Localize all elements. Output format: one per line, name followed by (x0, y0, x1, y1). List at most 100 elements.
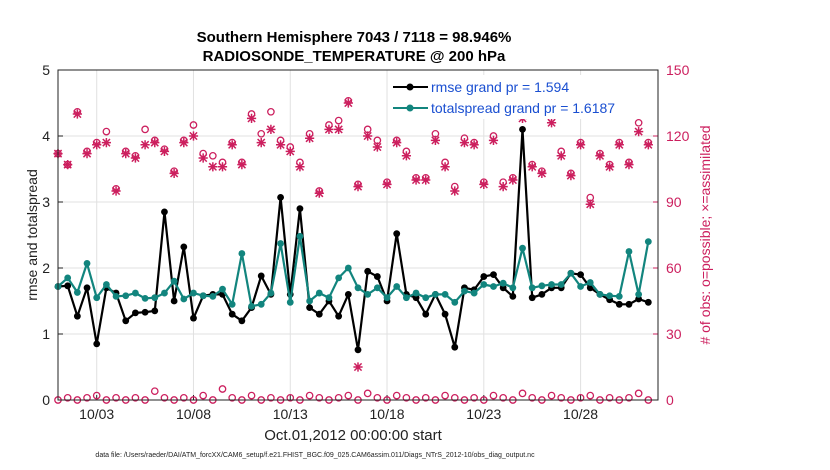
obs-assimilated-marker (440, 162, 450, 172)
y-right-tick-label: 90 (666, 194, 682, 210)
rmse-point (528, 294, 536, 302)
chart-subtitle: RADIOSONDE_TEMPERATURE @ 200 hPa (203, 48, 506, 65)
obs-assimilated-marker (566, 171, 576, 181)
totalspread-point (586, 279, 594, 286)
totalspread-point (315, 289, 323, 297)
obs-possible-marker (141, 125, 149, 134)
rmse-point (615, 300, 623, 308)
obs-assimilated-marker (643, 140, 653, 150)
obs-assimilated-marker (150, 138, 160, 148)
totalspread-point (635, 291, 643, 298)
totalspread-point (122, 292, 130, 300)
chart-title: Southern Hemisphere 7043 / 7118 = 98.946… (197, 29, 512, 46)
obs-possible-marker (528, 393, 537, 402)
left-axis: 0 1 2 3 4 5 (42, 62, 63, 408)
rmse-point (306, 304, 314, 311)
obs-possible-marker (83, 393, 91, 402)
obs-possible-marker (634, 118, 643, 127)
y-right-tick-label: 120 (666, 128, 690, 144)
obs-assimilated-marker (140, 140, 150, 150)
rmse-point (625, 300, 633, 308)
totalspread-point (567, 269, 575, 277)
totalspread-point (170, 277, 178, 285)
obs-possible-marker (199, 391, 208, 400)
obs-possible-marker (547, 391, 556, 400)
y-tick-label: 3 (42, 194, 50, 210)
totalspread-point (402, 294, 410, 302)
obs-possible-marker (373, 393, 382, 402)
totalspread-point (441, 291, 449, 298)
legend-box (388, 75, 654, 119)
obs-possible-marker (489, 391, 498, 400)
totalspread-point (422, 294, 430, 302)
obs-assimilated-marker (324, 124, 334, 134)
obs-assimilated-marker (392, 138, 402, 148)
obs-assimilated-marker (227, 140, 237, 150)
totalspread-point (83, 259, 91, 267)
x-tick-label: 10/28 (563, 406, 598, 422)
obs-assimilated-marker (527, 162, 537, 172)
obs-assimilated-marker (159, 146, 170, 156)
rmse-point (180, 243, 188, 251)
totalspread-point (141, 294, 149, 302)
totalspread-point (219, 285, 226, 293)
totalspread-point (373, 284, 381, 292)
rmse-point (73, 312, 81, 320)
rmse-point (277, 193, 284, 201)
obs-assimilated-marker (614, 140, 624, 150)
rmse-point (519, 125, 526, 133)
obs-possible-marker (112, 393, 120, 402)
right-axis: 0 30 60 90 120 150 (653, 62, 690, 408)
obs-assimilated-marker (595, 151, 605, 161)
obs-assimilated-marker (314, 188, 324, 198)
obs-possible-marker (160, 393, 169, 402)
totalspread-point (296, 232, 304, 240)
totalspread-point (112, 292, 120, 300)
y-right-tick-label: 0 (666, 392, 674, 408)
plot-frame (57, 69, 659, 401)
obs-possible-marker (179, 393, 188, 402)
obs-assimilated-marker (121, 149, 131, 159)
y-right-tick-label: 150 (666, 62, 690, 78)
x-axis-label: Oct.01,2012 00:00:00 start (264, 427, 442, 444)
obs-possible-marker (450, 393, 459, 402)
totalspread-point (577, 283, 584, 290)
totalspread-point (73, 289, 81, 296)
rmse-point (644, 298, 652, 306)
totalspread-point (228, 300, 236, 308)
totalspread-point (451, 298, 459, 306)
obs-assimilated-marker (498, 182, 508, 192)
rmse-point (335, 312, 343, 320)
obs-possible-marker (315, 393, 324, 402)
obs-assimilated-marker (353, 182, 363, 192)
totalspread-point (596, 291, 604, 298)
obs-assimilated-marker (334, 124, 344, 134)
obs-assimilated-marker (634, 127, 644, 137)
totalspread-point (615, 292, 623, 300)
rmse-point (161, 208, 168, 216)
rmse-point (480, 273, 488, 280)
footnote: data file: /Users/raeder/DAI/ATM_forcXX/… (95, 452, 535, 459)
obs-assimilated-marker (256, 138, 266, 148)
obs-possible-marker (402, 393, 411, 402)
totalspread-point (432, 291, 439, 298)
rmse-point (228, 310, 236, 318)
obs-possible-marker (63, 393, 72, 402)
rmse-point (132, 309, 139, 317)
totalspread-point (161, 289, 168, 297)
obs-assimilated-marker (82, 149, 92, 159)
obs-assimilated-marker (198, 153, 208, 163)
obs-possible-marker (150, 387, 159, 396)
obs-assimilated-marker (343, 98, 353, 108)
rmse-point (141, 308, 149, 316)
rmse-point (151, 307, 159, 315)
y-tick-label: 1 (42, 326, 50, 342)
y-axis-right-label: # of obs: o=possible; ×=assimilated (697, 125, 713, 344)
obs-assimilated-marker (179, 138, 189, 148)
obs-assimilated-marker (556, 151, 566, 161)
totalspread-point (151, 294, 159, 302)
obs-assimilated-marker (401, 151, 411, 161)
rmse-point (577, 271, 584, 278)
obs-assimilated-marker (450, 186, 460, 196)
obs-assimilated-marker (363, 131, 373, 141)
